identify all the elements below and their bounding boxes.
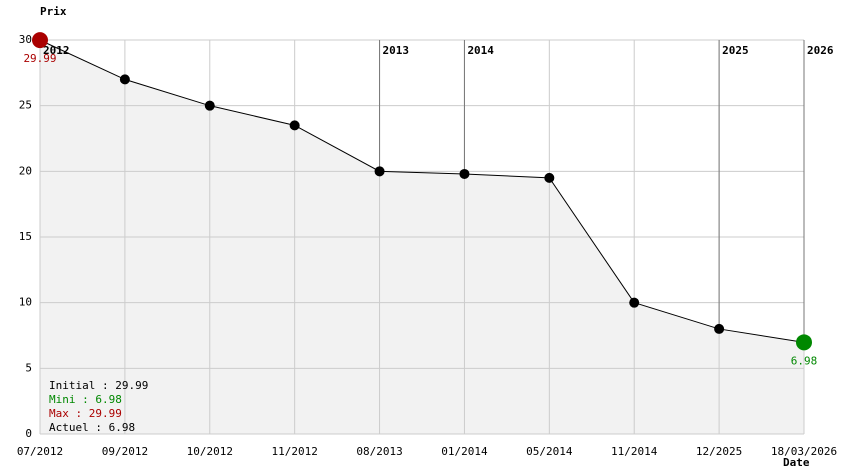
y-tick-label: 20 — [19, 164, 32, 177]
point — [374, 166, 385, 177]
x-tick-label: 18/03/2026 — [771, 445, 837, 458]
point — [714, 323, 725, 334]
max-point — [32, 32, 48, 49]
y-axis-title: Prix — [40, 5, 67, 18]
price-line — [39, 39, 805, 343]
year-marker-label: 2013 — [383, 44, 410, 57]
x-tick-label: 09/2012 — [102, 445, 148, 458]
summary-line: Max : 29.99 — [49, 407, 122, 420]
y-tick-label: 0 — [25, 427, 32, 440]
summary-line: Actuel : 6.98 — [49, 421, 135, 434]
summary-line: Mini : 6.98 — [49, 393, 122, 406]
max-label: 29.99 — [23, 52, 56, 65]
point — [629, 297, 640, 308]
point — [119, 74, 130, 85]
year-marker-label: 2025 — [722, 44, 749, 57]
x-tick-label: 11/2012 — [271, 445, 317, 458]
point — [544, 172, 555, 183]
summary-line: Initial : 29.99 — [49, 379, 148, 392]
y-tick-label: 5 — [25, 361, 32, 374]
y-tick-label: 30 — [19, 33, 32, 46]
x-tick-label: 10/2012 — [187, 445, 233, 458]
y-tick-label: 15 — [19, 230, 32, 243]
year-marker-label: 2026 — [807, 44, 834, 57]
x-tick-label: 12/2025 — [696, 445, 742, 458]
min-label: 6.98 — [791, 354, 818, 367]
min-point — [796, 334, 812, 351]
x-axis-title: Date — [783, 456, 810, 469]
x-tick-label: 08/2013 — [356, 445, 402, 458]
point — [204, 100, 215, 111]
x-tick-label: 11/2014 — [611, 445, 658, 458]
x-tick-label: 07/2012 — [17, 445, 63, 458]
year-marker-label: 2012 — [43, 44, 70, 57]
y-tick-label: 25 — [19, 99, 32, 112]
point — [459, 168, 470, 179]
point — [289, 120, 300, 131]
x-tick-label: 01/2014 — [441, 445, 488, 458]
x-tick-label: 05/2014 — [526, 445, 573, 458]
year-marker-label: 2014 — [467, 44, 494, 57]
y-tick-label: 10 — [19, 296, 32, 309]
